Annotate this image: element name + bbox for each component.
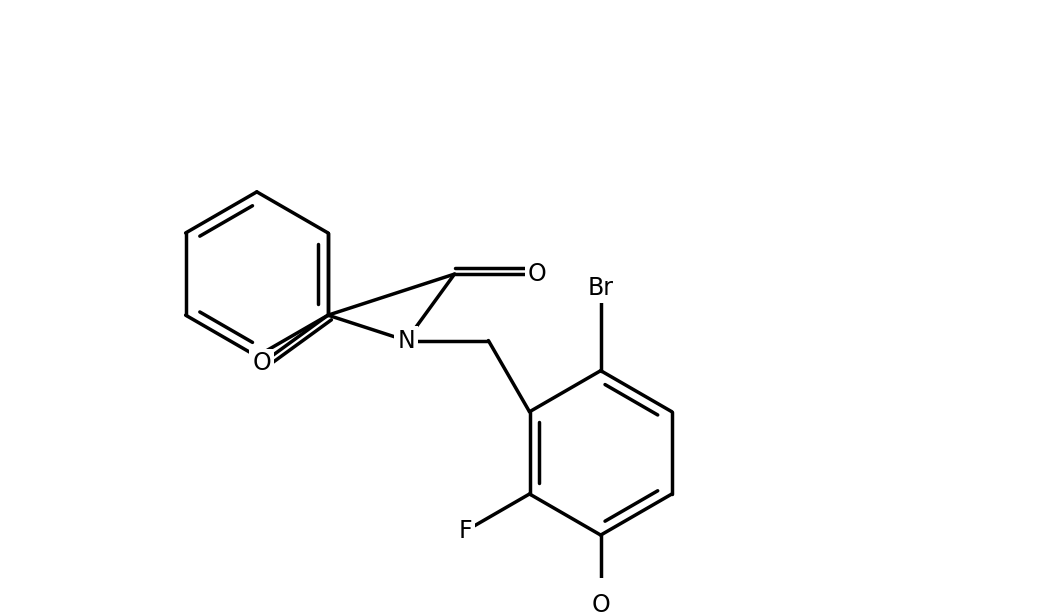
Text: F: F — [459, 519, 473, 543]
Text: O: O — [591, 593, 610, 615]
Text: O: O — [253, 352, 270, 376]
Text: O: O — [527, 262, 546, 286]
Text: N: N — [397, 328, 415, 352]
Text: Br: Br — [588, 277, 614, 301]
